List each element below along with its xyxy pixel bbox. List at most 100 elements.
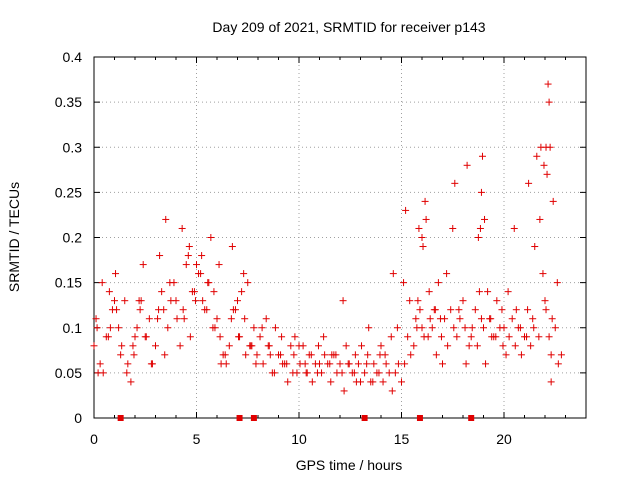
x-tick-label: 5 [193, 431, 201, 447]
data-point [339, 297, 347, 305]
baseline-markers [117, 415, 475, 421]
baseline-marker [361, 415, 368, 421]
data-point [529, 315, 537, 323]
data-point [147, 360, 155, 368]
data-point [553, 279, 561, 287]
data-point [178, 224, 186, 232]
data-point [193, 261, 200, 269]
data-point [486, 315, 494, 323]
data-point [421, 197, 429, 205]
y-tick-label: 0.3 [63, 139, 83, 155]
data-point [414, 297, 422, 305]
data-point [164, 324, 172, 332]
data-point [381, 351, 389, 359]
data-point [467, 333, 475, 341]
data-point [186, 333, 194, 341]
data-point [531, 243, 539, 251]
chart-title: Day 209 of 2021, SRMTID for receiver p14… [212, 19, 485, 35]
data-point [241, 315, 249, 323]
data-point [412, 315, 420, 323]
data-point [420, 333, 428, 341]
data-point [361, 369, 369, 377]
data-point [437, 333, 445, 341]
data-point [462, 360, 470, 368]
data-point [166, 279, 174, 287]
data-point [430, 306, 438, 314]
data-point [127, 378, 135, 386]
data-point [477, 188, 485, 196]
data-point [394, 360, 402, 368]
data-point [363, 360, 371, 368]
data-point [511, 342, 519, 350]
data-point [236, 333, 244, 341]
x-tick-label: 0 [90, 431, 98, 447]
data-point [211, 324, 219, 332]
data-point [129, 342, 137, 350]
data-point [476, 224, 484, 232]
data-point [393, 324, 401, 332]
data-point [106, 324, 114, 332]
data-point [540, 161, 548, 169]
data-point [410, 342, 418, 350]
data-point [510, 224, 518, 232]
data-point [94, 369, 102, 377]
y-tick-label: 0.4 [63, 49, 83, 65]
data-point [516, 324, 524, 332]
y-tick-label: 0.05 [55, 365, 82, 381]
data-point [303, 369, 311, 377]
data-point [279, 360, 287, 368]
data-point [527, 342, 535, 350]
y-tick-label: 0.35 [55, 94, 82, 110]
data-point [432, 351, 440, 359]
data-point [244, 279, 252, 287]
data-point [455, 306, 463, 314]
data-point [316, 360, 323, 368]
data-point [314, 342, 322, 350]
data-point [290, 351, 298, 359]
data-point [225, 342, 233, 350]
data-point [342, 342, 350, 350]
data-point [536, 215, 544, 223]
baseline-marker [117, 415, 124, 421]
data-point [248, 342, 256, 350]
data-point [404, 333, 412, 341]
data-point [197, 270, 205, 278]
data-point [439, 360, 446, 368]
data-point [336, 360, 344, 368]
data-point [415, 224, 423, 232]
data-point [256, 333, 264, 341]
data-point [482, 360, 490, 368]
y-tick-label: 0 [74, 410, 82, 426]
data-point [425, 288, 433, 296]
data-point [98, 279, 106, 287]
data-point [358, 342, 366, 350]
data-point [145, 315, 153, 323]
data-point [524, 306, 532, 314]
data-point [422, 215, 430, 223]
data-point [326, 360, 334, 368]
data-point [207, 234, 215, 241]
data-point [352, 378, 360, 386]
data-point [350, 369, 358, 377]
data-point [541, 297, 549, 305]
data-point [117, 351, 125, 359]
data-point [488, 333, 496, 341]
data-point [191, 297, 199, 305]
data-point [545, 333, 553, 341]
data-point [92, 315, 100, 323]
data-point [542, 306, 550, 314]
data-point [548, 315, 556, 323]
grid-lines [94, 57, 586, 418]
data-point [533, 152, 541, 160]
data-point [203, 306, 211, 314]
data-point [139, 261, 147, 269]
data-point [328, 351, 336, 359]
data-point [545, 98, 553, 106]
data-point [262, 315, 270, 323]
data-point [213, 315, 221, 323]
data-point [141, 333, 149, 341]
data-point [154, 315, 162, 323]
data-point [498, 306, 506, 314]
data-point [557, 351, 565, 359]
data-point [459, 297, 467, 305]
